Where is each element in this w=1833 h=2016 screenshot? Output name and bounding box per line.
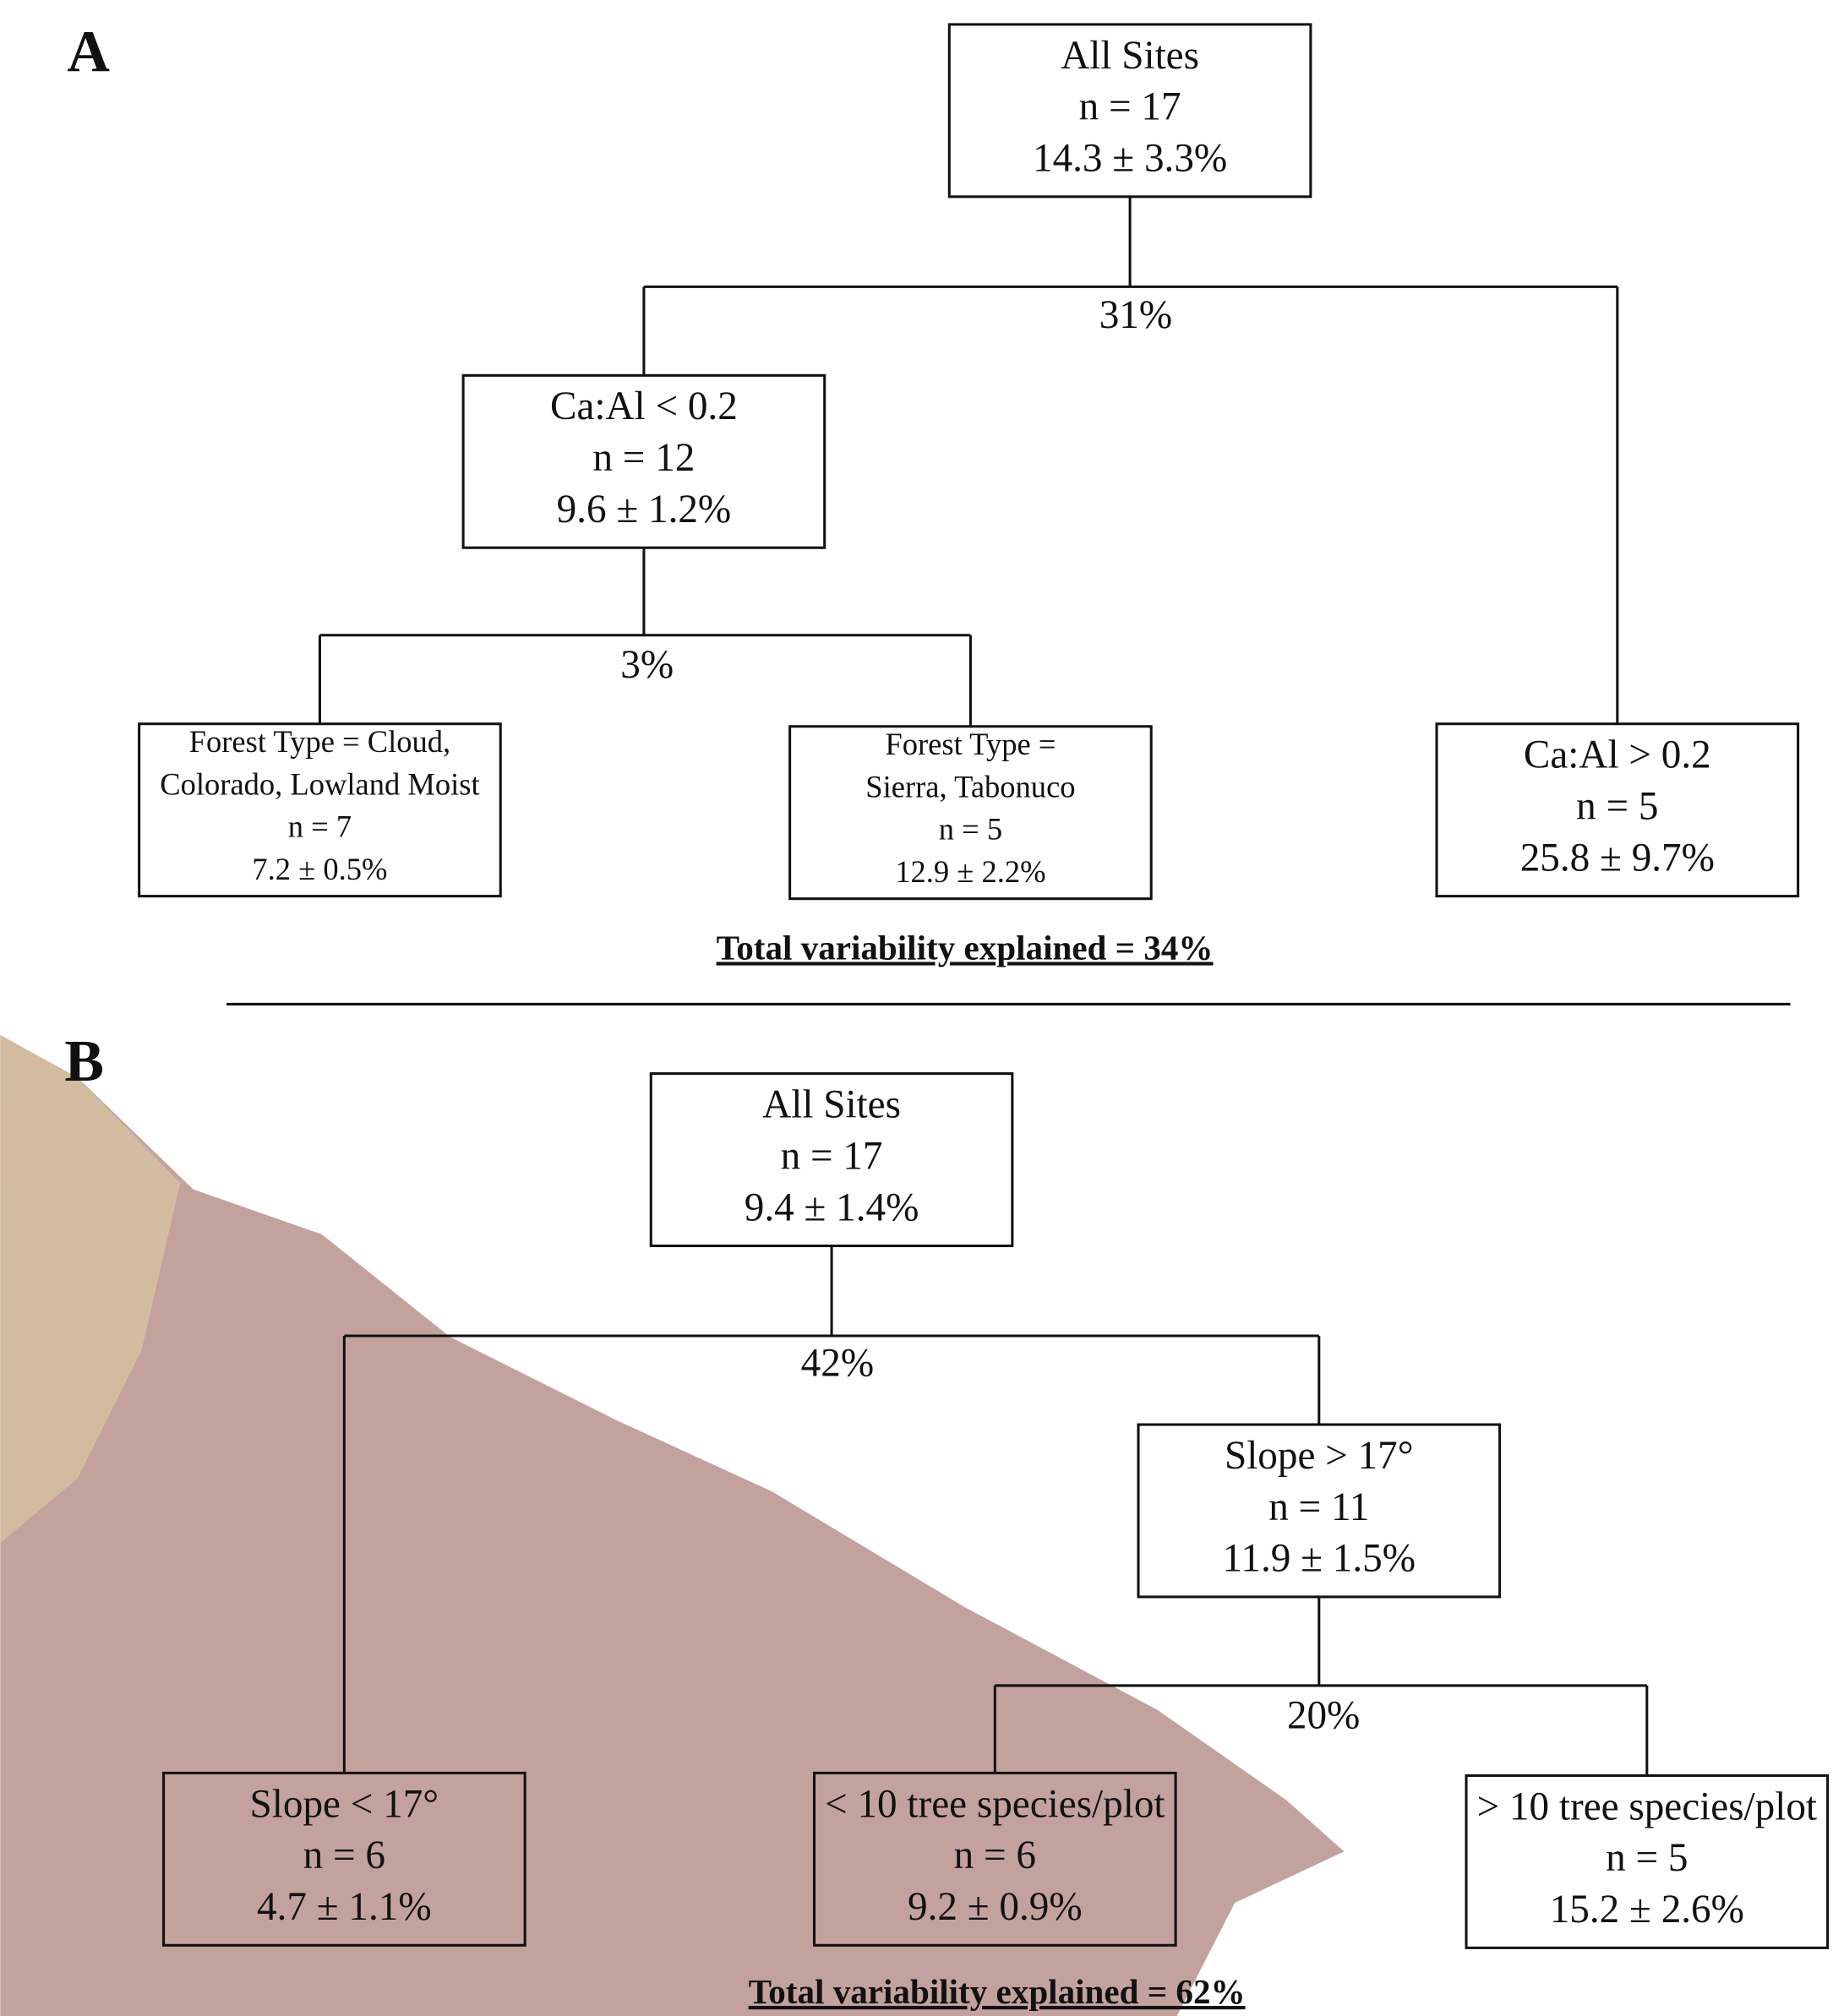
node-text: Ca:Al < 0.2 — [550, 384, 738, 428]
node-text: 25.8 ± 9.7% — [1520, 836, 1715, 880]
node-text: n = 7 — [288, 809, 352, 844]
split-label: 20% — [1287, 1693, 1360, 1737]
node-text: All Sites — [1061, 34, 1199, 78]
node-text: n = 12 — [592, 436, 695, 480]
split-label: 31% — [1099, 293, 1172, 337]
node-text: Slope < 17° — [250, 1782, 439, 1826]
panel-label: A — [67, 20, 110, 85]
node-text: n = 6 — [954, 1833, 1036, 1877]
node-text: All Sites — [762, 1083, 901, 1127]
node-text: 14.3 ± 3.3% — [1033, 137, 1227, 181]
node-text: Sierra, Tabonuco — [865, 769, 1075, 804]
node-text: 11.9 ± 1.5% — [1223, 1537, 1416, 1581]
node-text: Slope > 17° — [1225, 1434, 1414, 1478]
split-label: 3% — [620, 643, 674, 687]
node-text: n = 5 — [939, 812, 1002, 847]
split-label: 42% — [801, 1341, 874, 1385]
node-text: Forest Type = Cloud, — [189, 724, 450, 759]
node-text: n = 6 — [303, 1833, 385, 1877]
node-text: < 10 tree species/plot — [825, 1782, 1165, 1826]
figure: A All Sites n = 17 14.3 ± 3.3% Ca:Al < 0.2 n … — [0, 0, 1833, 2016]
node-text: > 10 tree species/plot — [1477, 1784, 1817, 1828]
node-text: 4.7 ± 1.1% — [257, 1885, 432, 1929]
node-text: Colorado, Lowland Moist — [160, 766, 479, 801]
node-text: n = 17 — [1079, 85, 1181, 129]
node-text: Forest Type = — [885, 727, 1056, 761]
node-text: n = 11 — [1268, 1485, 1369, 1529]
total-variability: Total variability explained = 62% — [749, 1972, 1246, 2011]
node-text: n = 5 — [1576, 784, 1658, 828]
node-text: 12.9 ± 2.2% — [895, 854, 1045, 889]
node-text: 9.6 ± 1.2% — [557, 488, 732, 531]
page: {"panels": [ {"label": "A", "nodes": [ {… — [0, 0, 1833, 2016]
node-text: n = 5 — [1606, 1836, 1688, 1880]
node-text: 15.2 ± 2.6% — [1550, 1888, 1744, 1932]
node-text: Ca:Al > 0.2 — [1524, 733, 1711, 777]
node-text: n = 17 — [781, 1134, 883, 1178]
node-text: 9.4 ± 1.4% — [745, 1185, 919, 1229]
total-variability: Total variability explained = 34% — [717, 928, 1214, 967]
node-text: 7.2 ± 0.5% — [252, 852, 387, 886]
background-photo — [0, 1035, 1344, 2016]
node-text: 9.2 ± 0.9% — [908, 1885, 1083, 1929]
panel-label: B — [64, 1029, 104, 1094]
